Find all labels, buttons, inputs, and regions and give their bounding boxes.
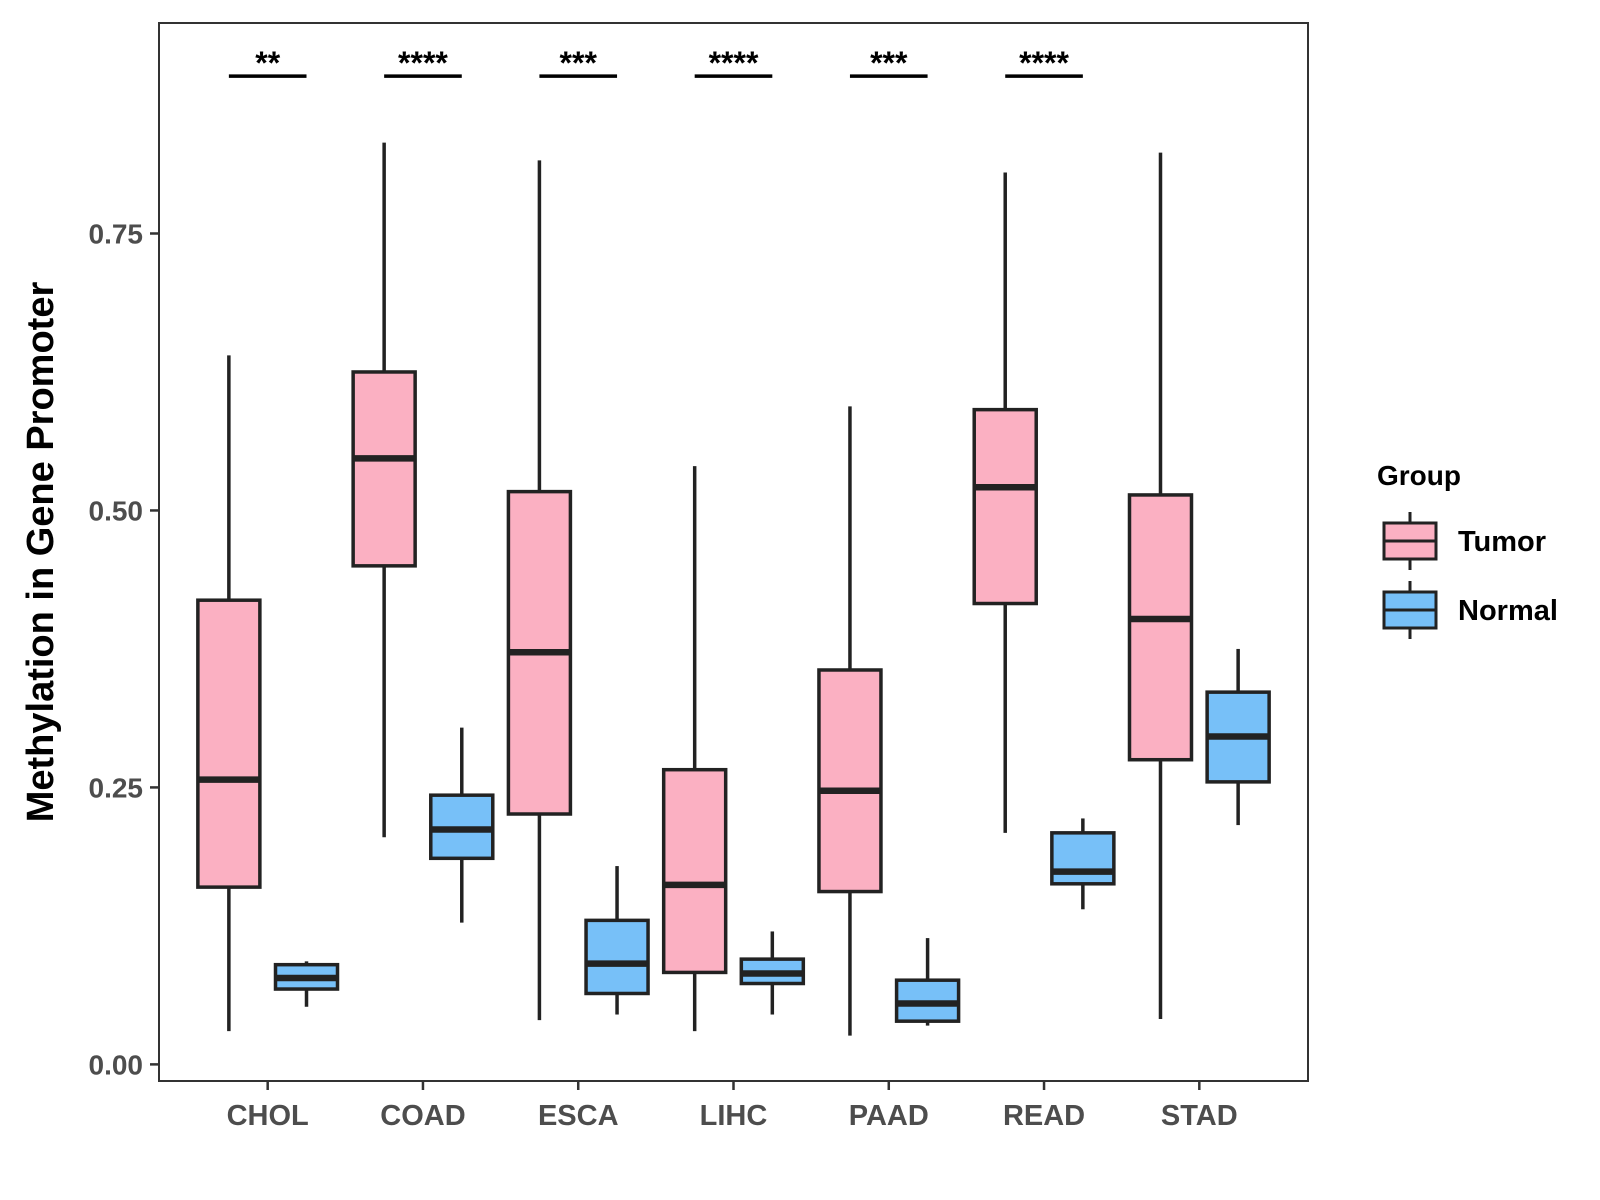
significance-label-paad: ***	[870, 45, 908, 81]
box-body	[661, 767, 728, 975]
box-body	[1050, 831, 1116, 886]
x-tick-label-esca: ESCA	[538, 1100, 619, 1132]
box-normal-coad	[429, 727, 495, 923]
box-normal-lihc	[739, 931, 806, 1015]
significance-layer: ** **** *** **** *** ****	[228, 45, 1083, 81]
box-body	[584, 918, 650, 996]
box-tumor-paad	[817, 406, 883, 1036]
x-tick-label-paad: PAAD	[849, 1100, 929, 1132]
box-body	[196, 598, 262, 889]
significance-label-esca: ***	[560, 45, 598, 81]
legend-title: Group	[1377, 460, 1461, 491]
y-axis-title: Methylation in Gene Promoter	[20, 282, 62, 823]
y-axis: 0.00 0.25 0.50 0.75	[89, 218, 159, 1080]
box-normal-chol	[273, 961, 340, 1007]
legend-key-normal	[1382, 581, 1438, 639]
boxes-layer	[196, 142, 1271, 1036]
box-tumor-lihc	[661, 466, 728, 1032]
box-normal-read	[1050, 818, 1116, 910]
legend-key-tumor	[1382, 512, 1438, 570]
box-tumor-stad	[1127, 152, 1194, 1019]
box-tumor-chol	[196, 355, 262, 1032]
x-tick-label-stad: STAD	[1161, 1100, 1238, 1132]
box-body	[1127, 493, 1194, 762]
box-tumor-coad	[351, 142, 417, 838]
x-tick-label-read: READ	[1003, 1100, 1085, 1132]
plot-panel-border	[158, 22, 1309, 1082]
box-tumor-esca	[506, 160, 573, 1021]
legend-label-normal: Normal	[1458, 595, 1558, 627]
significance-label-chol: **	[255, 45, 280, 81]
y-tick-label: 0.00	[89, 1049, 144, 1080]
box-normal-stad	[1205, 648, 1271, 826]
box-body	[817, 668, 883, 894]
x-axis: CHOL COAD ESCA LIHC PAAD READ STAD	[227, 1081, 1238, 1132]
box-tumor-read	[972, 172, 1038, 833]
box-normal-esca	[584, 866, 650, 1015]
box-body	[972, 407, 1038, 606]
y-tick-label: 0.75	[89, 218, 144, 249]
x-tick-label-coad: COAD	[380, 1100, 465, 1132]
y-tick-label: 0.25	[89, 772, 144, 803]
legend: Group Tumor Normal	[1377, 460, 1558, 639]
y-tick-label: 0.50	[89, 495, 144, 526]
box-normal-paad	[894, 938, 961, 1026]
legend-label-tumor: Tumor	[1458, 526, 1546, 558]
x-tick-label-lihc: LIHC	[700, 1100, 768, 1132]
significance-label-coad: ****	[398, 45, 448, 81]
significance-label-lihc: ****	[709, 45, 759, 81]
box-body	[351, 370, 417, 568]
x-tick-label-chol: CHOL	[227, 1100, 309, 1132]
significance-label-read: ****	[1019, 45, 1069, 81]
